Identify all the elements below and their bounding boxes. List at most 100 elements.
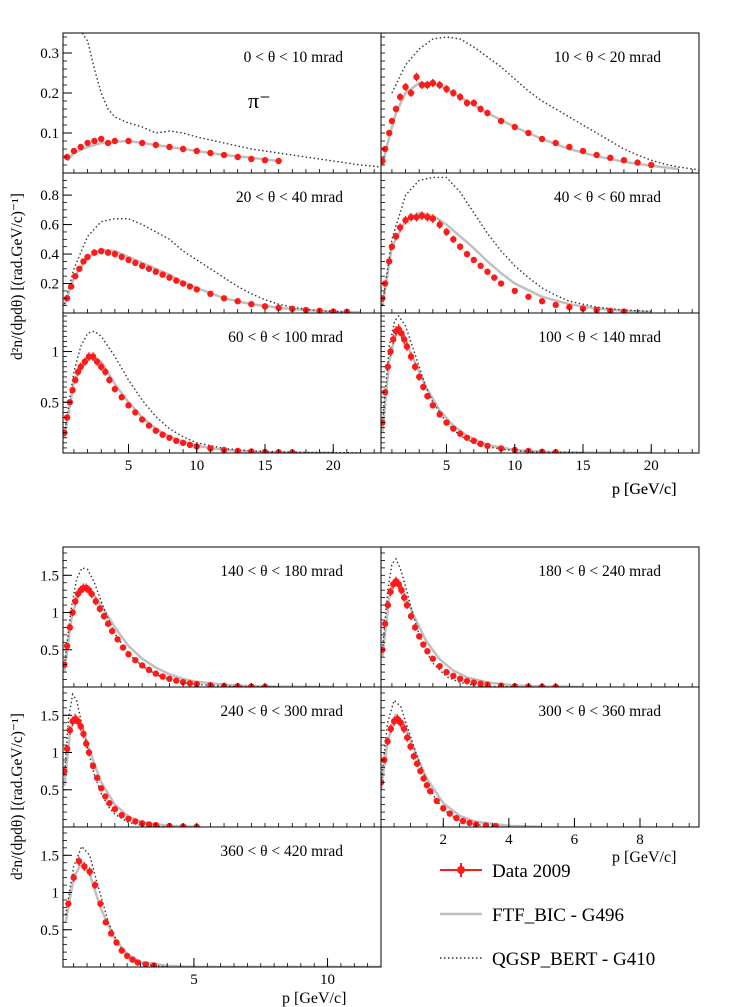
- panels: 0.1 0.2 0.3 0 < θ < 10 mrad 10 < θ < 20 mrad…: [40, 32, 700, 988]
- data-point: [413, 73, 420, 81]
- data-point: [456, 243, 464, 250]
- data-point: [593, 151, 600, 159]
- data-point: [440, 805, 447, 812]
- data-point: [436, 662, 443, 670]
- data-point: [132, 409, 139, 416]
- panel-plot-area: [381, 314, 652, 453]
- panel-plot-area: [63, 217, 361, 313]
- data-point: [132, 656, 139, 664]
- data-point: [145, 666, 153, 674]
- ftf-bic-curve: [63, 248, 361, 313]
- data-point: [125, 402, 132, 409]
- data-point: [484, 442, 491, 450]
- y-tick-label: 1.5: [40, 708, 59, 724]
- y-tick-label: 1: [52, 886, 60, 902]
- data-point: [106, 799, 113, 807]
- data-point: [497, 280, 505, 287]
- panel-p8: 0.5 1 1.5 240 < θ < 300 mrad: [40, 686, 382, 828]
- data-point: [261, 303, 269, 310]
- data-point: [426, 788, 434, 795]
- data-point: [92, 598, 99, 605]
- data-point: [648, 161, 655, 169]
- data-point: [396, 93, 404, 101]
- panel-plot-area: [381, 36, 699, 171]
- data-point: [450, 425, 457, 432]
- x-tick-label: 5: [125, 458, 133, 474]
- data-point: [275, 304, 282, 312]
- data-point: [81, 358, 89, 365]
- data-point: [173, 277, 180, 284]
- qgsp-bert-curve: [63, 217, 347, 313]
- data-point: [413, 214, 420, 221]
- data-point: [416, 633, 423, 640]
- data-point: [220, 295, 228, 302]
- data-point: [381, 145, 389, 153]
- data-point: [186, 441, 194, 449]
- data-point: [484, 268, 491, 275]
- data-point: [207, 445, 214, 452]
- data-point: [402, 216, 409, 224]
- panel-plot-area: [63, 692, 200, 827]
- data-point: [111, 137, 119, 145]
- data-point: [381, 620, 389, 627]
- data-point: [424, 392, 431, 400]
- data-point: [86, 868, 93, 875]
- panel-p9: 2 4 6 8 300 < θ < 360 mrad: [380, 686, 700, 848]
- data-point: [392, 105, 400, 113]
- data-point: [443, 85, 450, 93]
- data-point: [80, 730, 87, 738]
- data-point: [477, 440, 484, 448]
- data-point: [387, 588, 394, 595]
- x-tick-label: 20: [644, 458, 659, 474]
- data-point: [470, 99, 478, 107]
- data-point: [401, 336, 408, 343]
- data-point: [470, 679, 478, 686]
- data-point: [384, 363, 392, 370]
- x-tick-label: 5: [190, 972, 198, 988]
- data-point: [511, 123, 518, 131]
- data-point: [77, 723, 84, 730]
- panel-angle-label: 360 < θ < 420 mrad: [220, 843, 343, 860]
- data-point: [145, 821, 153, 827]
- data-point: [234, 298, 241, 305]
- data-point: [477, 262, 484, 270]
- panel-plot-area: [63, 33, 381, 168]
- data-point: [450, 89, 457, 97]
- data-point: [166, 434, 173, 441]
- data-point: [69, 386, 76, 394]
- data-point: [463, 677, 471, 685]
- data-point: [85, 749, 93, 756]
- data-point: [98, 247, 105, 255]
- data-point: [416, 373, 423, 381]
- data-point: [456, 93, 464, 101]
- ftf-bic-curve: [381, 211, 652, 313]
- legend-entry-qgsp: QGSP_BERT - G410: [440, 949, 655, 970]
- panel-p2: 0.2 0.4 0.6 0.8 20 < θ < 40 mrad: [40, 172, 382, 314]
- data-point: [98, 785, 105, 792]
- data-point: [179, 280, 187, 287]
- data-point: [429, 655, 437, 662]
- y-tick-label: 0.6: [40, 218, 59, 234]
- y-tick-label: 1: [52, 345, 60, 361]
- data-point: [403, 601, 411, 609]
- x-tick-label: 4: [505, 832, 513, 848]
- panel-plot-area: [63, 567, 334, 687]
- panel-p7: 180 < θ < 240 mrad: [380, 546, 700, 688]
- data-point: [74, 368, 82, 376]
- data-point: [407, 743, 414, 750]
- data-point: [390, 336, 397, 343]
- data-point: [91, 881, 99, 889]
- data-point: [477, 105, 484, 113]
- data-point: [525, 293, 532, 300]
- data-point: [566, 143, 573, 151]
- panel-angle-label: 100 < θ < 140 mrad: [538, 329, 661, 346]
- data-point: [100, 613, 108, 620]
- data-point: [402, 83, 409, 91]
- ftf-bic-curve: [381, 81, 679, 171]
- data-point: [72, 376, 79, 384]
- data-point: [145, 422, 153, 429]
- data-point: [429, 215, 437, 222]
- ftf-bic-curve: [64, 860, 381, 967]
- panel-p6: 0.5 1 1.5 140 < θ < 180 mrad: [40, 546, 382, 688]
- data-point: [138, 262, 146, 270]
